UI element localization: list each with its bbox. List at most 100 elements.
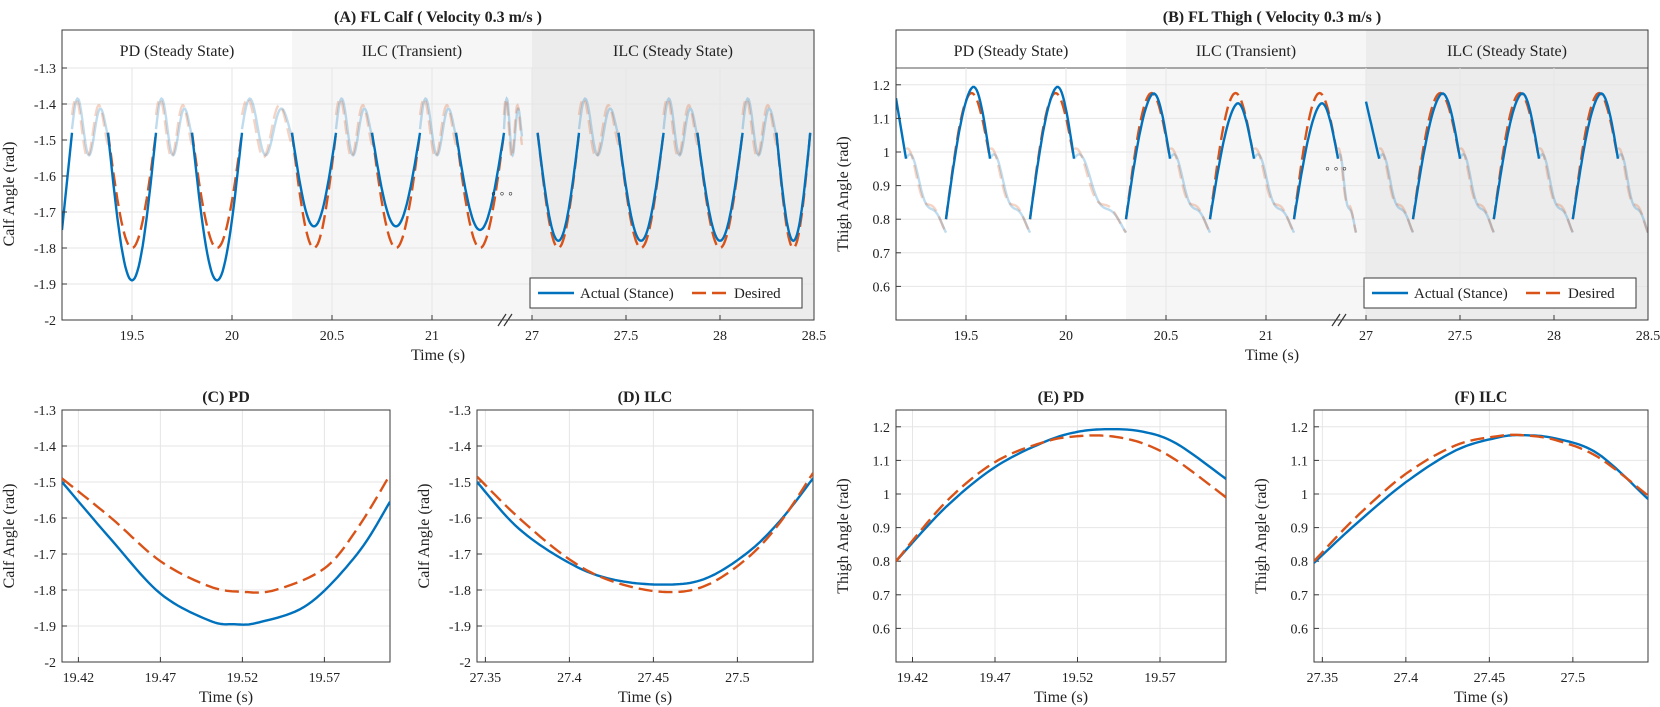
actual-swing-line bbox=[1252, 153, 1296, 234]
actual-swing-line bbox=[418, 97, 458, 157]
panel-title: (B) FL Thigh ( Velocity 0.3 m/s ) bbox=[1163, 9, 1381, 26]
y-tick-label: -1.9 bbox=[34, 278, 56, 293]
desired-swing-line bbox=[1538, 147, 1574, 234]
x-tick-label: 21 bbox=[425, 329, 439, 344]
y-tick-label: 0.6 bbox=[873, 280, 891, 295]
actual-stance-line bbox=[190, 132, 244, 282]
desired-swing-line bbox=[70, 97, 110, 159]
x-tick-label: 19.42 bbox=[63, 671, 95, 686]
actual-series-line bbox=[896, 428, 1226, 563]
actual-stance-line bbox=[1208, 102, 1256, 220]
y-tick-label: -1.7 bbox=[34, 548, 56, 563]
x-tick-label: 27 bbox=[1359, 329, 1373, 344]
desired-swing-line bbox=[1378, 147, 1415, 234]
panel-title: (D) ILC bbox=[618, 389, 673, 406]
actual-swing-line bbox=[904, 153, 948, 234]
desired-swing-line bbox=[154, 97, 194, 159]
legend-label-actual: Actual (Stance) bbox=[1414, 286, 1508, 302]
x-tick-label: 19.47 bbox=[145, 671, 177, 686]
y-tick-label: -1.3 bbox=[449, 404, 471, 419]
desired-swing-line bbox=[989, 147, 1032, 234]
y-tick-label: 0.8 bbox=[1291, 555, 1309, 570]
y-tick-label: 1.1 bbox=[873, 454, 891, 469]
desired-swing-line bbox=[502, 97, 524, 160]
actual-swing-line bbox=[70, 97, 110, 157]
y-tick-label: -1.9 bbox=[34, 620, 56, 635]
actual-swing-line bbox=[1458, 153, 1495, 234]
x-tick-label: 19.5 bbox=[120, 329, 145, 344]
actual-swing-line bbox=[741, 96, 778, 157]
actual-series-line bbox=[477, 477, 813, 586]
y-tick-label: 0.9 bbox=[873, 180, 891, 195]
actual-swing-line bbox=[577, 97, 620, 157]
axes-frame bbox=[895, 409, 1227, 663]
desired-stance-line bbox=[454, 132, 506, 250]
desired-swing-line bbox=[905, 147, 948, 234]
y-tick-label: -1.6 bbox=[34, 170, 56, 185]
actual-stance-line bbox=[1364, 101, 1381, 159]
region-label: ILC (Steady State) bbox=[1447, 43, 1567, 60]
x-tick-label: 27.4 bbox=[557, 671, 582, 686]
desired-stance-line bbox=[370, 132, 422, 250]
actual-stance-line bbox=[454, 132, 506, 232]
desired-series-line bbox=[477, 472, 813, 594]
x-tick-label: 27.35 bbox=[470, 671, 502, 686]
y-tick-label: -1.8 bbox=[34, 584, 56, 599]
actual-swing-line bbox=[988, 153, 1032, 234]
region-shade bbox=[62, 30, 292, 320]
legend: Actual (Stance) Desired bbox=[529, 277, 803, 309]
actual-stance-line bbox=[944, 85, 992, 220]
y-tick-label: 0.9 bbox=[1291, 522, 1309, 537]
x-axis-label: Time (s) bbox=[1454, 689, 1508, 706]
region-label: ILC (Transient) bbox=[362, 43, 462, 60]
actual-stance-line bbox=[370, 132, 422, 228]
actual-stance-line bbox=[1292, 102, 1340, 220]
actual-stance-line bbox=[1571, 92, 1620, 220]
y-axis-label: Calf Angle (rad) bbox=[416, 484, 433, 589]
actual-swing-line bbox=[662, 96, 699, 157]
y-axis-label: Thigh Angle (rad) bbox=[1253, 478, 1270, 594]
y-tick-label: -1.4 bbox=[34, 98, 56, 113]
actual-stance-line bbox=[62, 132, 74, 231]
y-tick-label: -1.4 bbox=[34, 440, 56, 455]
y-tick-label: -1.3 bbox=[34, 404, 56, 419]
x-tick-label: 20.5 bbox=[1154, 329, 1179, 344]
desired-swing-line bbox=[240, 97, 294, 159]
desired-swing-line bbox=[1617, 147, 1648, 234]
legend-box bbox=[1363, 277, 1637, 309]
y-tick-label: -1.5 bbox=[34, 134, 56, 149]
desired-stance-line bbox=[190, 132, 244, 250]
y-tick-label: 1.2 bbox=[1291, 421, 1309, 436]
desired-swing-line bbox=[662, 97, 699, 159]
actual-swing-line bbox=[1616, 152, 1648, 234]
x-tick-label: 27.5 bbox=[1448, 329, 1473, 344]
x-axis-label: Time (s) bbox=[1034, 689, 1088, 706]
axes-frame bbox=[61, 29, 815, 321]
axis-gap-marker: ◦ ◦ ◦ bbox=[1325, 162, 1347, 177]
panel-title: (C) PD bbox=[202, 389, 250, 406]
x-tick-label: 27.5 bbox=[725, 671, 750, 686]
y-tick-label: 0.8 bbox=[873, 213, 891, 228]
x-tick-label: 27.35 bbox=[1307, 671, 1339, 686]
y-axis-label: Calf Angle (rad) bbox=[1, 484, 18, 589]
desired-swing-line bbox=[1459, 147, 1495, 234]
x-tick-label: 27.4 bbox=[1394, 671, 1419, 686]
y-tick-label: -1.8 bbox=[449, 584, 471, 599]
panel-a-calf-overview: PD (Steady State) ILC (Transient) ILC (Ste… bbox=[1, 9, 826, 364]
actual-stance-line bbox=[1028, 85, 1076, 220]
y-axis-label: Thigh Angle (rad) bbox=[835, 478, 852, 594]
panel-title: (F) ILC bbox=[1455, 389, 1508, 406]
actual-swing-line bbox=[1336, 152, 1358, 233]
y-tick-label: -1.5 bbox=[449, 476, 471, 491]
y-tick-label: 1.2 bbox=[873, 421, 891, 436]
panel-c-pd-calf-zoom: 19.42 19.47 19.52 19.57 -2 -1.9 -1.8 -1.7 -1.6 -1… bbox=[1, 389, 391, 706]
actual-stance-line bbox=[1492, 92, 1541, 220]
legend-label-desired: Desired bbox=[1568, 286, 1615, 302]
x-tick-label: 19.47 bbox=[979, 671, 1011, 686]
desired-swing-line bbox=[1253, 147, 1296, 234]
axis-break-mark bbox=[1331, 313, 1347, 327]
x-tick-label: 19.42 bbox=[897, 671, 929, 686]
region-label: PD (Steady State) bbox=[954, 43, 1069, 60]
desired-series-line bbox=[62, 474, 390, 594]
